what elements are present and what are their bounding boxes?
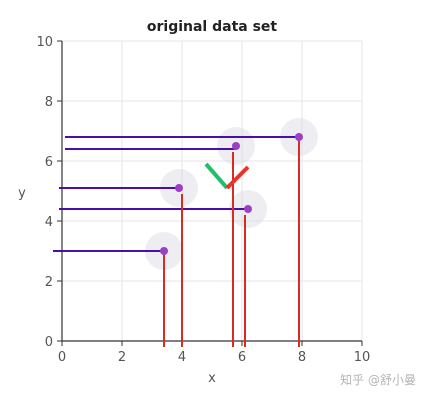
axis-direction-mark-1 <box>225 165 250 190</box>
data-points <box>160 133 303 255</box>
y-tick-label-5: 10 <box>36 35 53 50</box>
chart-axes <box>57 40 363 346</box>
y-tick-label-2: 4 <box>45 215 53 230</box>
data-point-2 <box>232 142 240 150</box>
data-point-3 <box>244 205 252 213</box>
x-tick-label-1: 2 <box>118 350 126 365</box>
x-tick-label-2: 4 <box>178 350 186 365</box>
chart-grid <box>61 40 363 342</box>
y-axis-label: y <box>18 186 26 201</box>
x-axis-label: x <box>208 371 216 386</box>
y-tick-label-3: 6 <box>45 155 53 170</box>
x-tick-label-3: 6 <box>238 350 246 365</box>
data-point-4 <box>295 133 303 141</box>
y-tick-labels: 0 2 4 6 8 10 <box>36 35 53 350</box>
chart-title: original data set <box>147 19 278 35</box>
point-halos <box>145 118 318 270</box>
axis-direction-marks <box>204 162 250 190</box>
watermark-text: 知乎 @舒小曼 <box>340 373 416 387</box>
y-tick-label-0: 0 <box>45 335 53 350</box>
x-tick-labels: 0 2 4 6 8 10 <box>58 350 370 365</box>
y-tick-label-1: 2 <box>45 275 53 290</box>
data-point-1 <box>175 184 183 192</box>
y-tick-label-4: 8 <box>45 95 53 110</box>
data-point-0 <box>160 247 168 255</box>
x-tick-label-0: 0 <box>58 350 66 365</box>
x-tick-label-4: 8 <box>298 350 306 365</box>
x-tick-label-5: 10 <box>354 350 371 365</box>
vertical-projection-lines <box>163 137 300 347</box>
axis-direction-mark-0 <box>204 162 229 190</box>
horizontal-projection-lines <box>53 136 299 252</box>
